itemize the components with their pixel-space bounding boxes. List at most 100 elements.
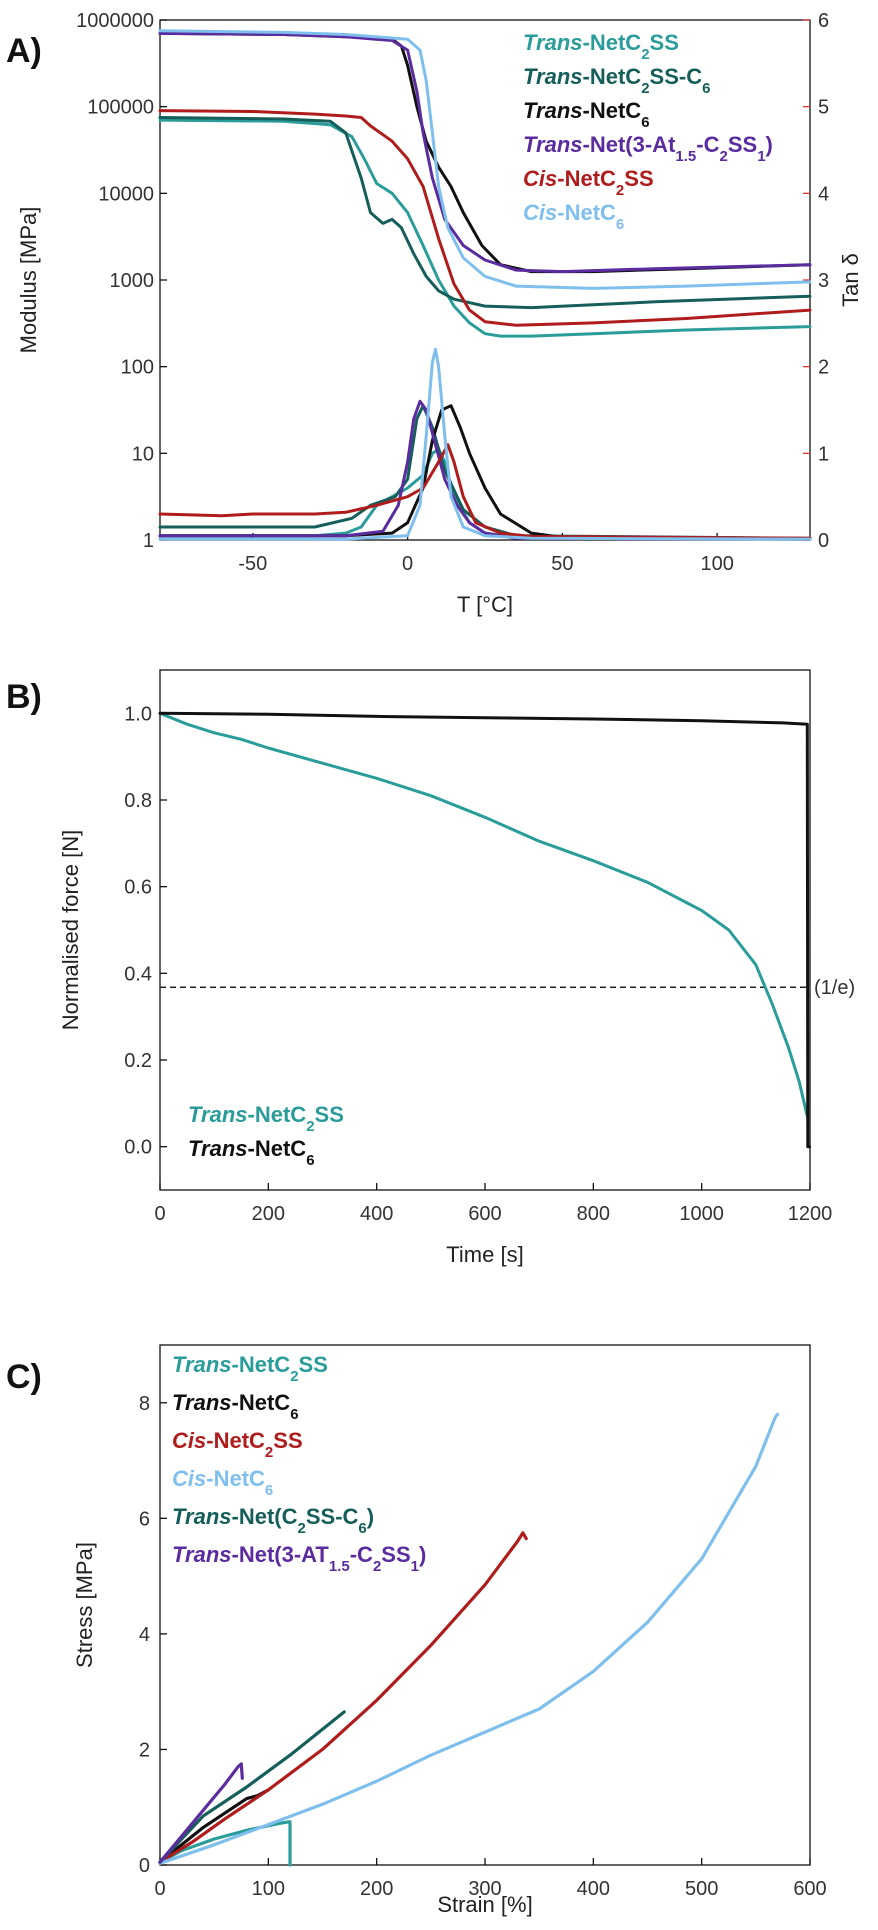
modulus-line-t-c2ss bbox=[158, 118, 812, 338]
y2-tick-label: 3 bbox=[818, 270, 829, 292]
legend-text-part: -C bbox=[696, 132, 719, 157]
legend-subscript: 6 bbox=[265, 1482, 273, 1499]
y2-tick-label: 5 bbox=[818, 97, 829, 119]
legend-text-part: SS bbox=[273, 1428, 302, 1453]
legend-text-part: -NetC bbox=[232, 1390, 291, 1415]
legend-text-part: Trans bbox=[172, 1352, 232, 1377]
y-tick-label: 0.2 bbox=[124, 1050, 152, 1072]
legend-entry-c-c-c2ss: Cis-NetC2SS bbox=[172, 1428, 303, 1461]
panel-b-xlabel: Time [s] bbox=[446, 1242, 523, 1267]
legend-text-part: -Net(3-AT bbox=[232, 1542, 330, 1567]
panel-a-series-group bbox=[158, 29, 812, 541]
x-tick-label: 200 bbox=[252, 1203, 285, 1225]
legend-text-part: SS bbox=[299, 1352, 328, 1377]
x-tick-label: 50 bbox=[551, 553, 573, 575]
panel-c-chart: C) 0 2 4 6 8 0 100 200 300 400 500 600 Stress [MPa… bbox=[6, 1344, 827, 1917]
modulus-line-c-c2ss bbox=[158, 109, 812, 327]
y-tick-label: 6 bbox=[139, 1508, 150, 1530]
tan-delta-line-c-c6 bbox=[158, 347, 812, 541]
panel-a-ylabel: Modulus [MPa] bbox=[16, 207, 41, 354]
x-tick-label: 300 bbox=[468, 1878, 501, 1900]
tan-delta-line-t-at bbox=[158, 399, 812, 541]
x-tick-label: 500 bbox=[685, 1878, 718, 1900]
panel-a-y2-axis: 0 1 2 3 4 5 6 bbox=[803, 10, 829, 552]
stress-strain-line-c-t-c2ss-c6 bbox=[158, 1710, 346, 1864]
legend-text-part: Cis bbox=[523, 200, 557, 225]
legend-subscript: 2 bbox=[373, 1558, 381, 1575]
legend-text-part: -C bbox=[350, 1542, 373, 1567]
legend-text-part: -NetC bbox=[583, 30, 642, 55]
legend-text-part: SS bbox=[728, 132, 757, 157]
legend-subscript: 2 bbox=[306, 1118, 314, 1135]
x-tick-label: 600 bbox=[793, 1878, 826, 1900]
y-tick-label: 0.4 bbox=[124, 963, 152, 985]
legend-text-part: -NetC bbox=[583, 64, 642, 89]
y-tick-label: 0.6 bbox=[124, 877, 152, 899]
legend-text-part: -Net(3-At bbox=[583, 132, 677, 157]
panel-b-y-axis: 0.0 0.2 0.4 0.6 0.8 1.0 bbox=[124, 703, 167, 1159]
legend-entry-t-c2ss-c6: Trans-NetC2SS-C6 bbox=[523, 64, 710, 97]
legend-subscript: 2 bbox=[641, 46, 649, 63]
legend-text-part: Trans bbox=[188, 1102, 248, 1127]
legend-entry-c-c6: Cis-NetC6 bbox=[523, 200, 624, 233]
legend-entry-c-c-c6: Cis-NetC6 bbox=[172, 1466, 273, 1499]
y-tick-label: 1000 bbox=[110, 270, 155, 292]
legend-text-part: -NetC bbox=[206, 1428, 265, 1453]
legend-text-part: Cis bbox=[172, 1428, 206, 1453]
legend-text-part: ) bbox=[419, 1542, 426, 1567]
legend-text-part: -NetC bbox=[248, 1136, 307, 1161]
legend-text-part: -NetC bbox=[557, 200, 616, 225]
panel-c-legend: Trans-NetC2SSTrans-NetC6Cis-NetC2SSCis-N… bbox=[172, 1352, 426, 1575]
legend-subscript: 1.5 bbox=[329, 1558, 350, 1575]
panel-a-xlabel: T [°C] bbox=[457, 592, 513, 617]
legend-text-part: Trans bbox=[188, 1136, 248, 1161]
legend-entry-t-c2ss: Trans-NetC2SS bbox=[523, 30, 679, 63]
y2-tick-label: 2 bbox=[818, 357, 829, 379]
x-tick-label: -50 bbox=[238, 553, 267, 575]
panel-b-series-group bbox=[158, 711, 811, 1149]
y2-tick-label: 6 bbox=[818, 10, 829, 32]
panel-c-ylabel: Stress [MPa] bbox=[72, 1542, 97, 1668]
legend-subscript: 6 bbox=[702, 80, 710, 97]
legend-subscript: 6 bbox=[358, 1520, 366, 1537]
modulus-line-c-c6 bbox=[158, 29, 812, 290]
panel-c-frame bbox=[159, 1344, 811, 1866]
legend-text-part: Cis bbox=[523, 166, 557, 191]
y-tick-label: 1.0 bbox=[124, 703, 152, 725]
panel-a-y2label: Tan δ bbox=[838, 253, 863, 307]
x-tick-label: 800 bbox=[577, 1203, 610, 1225]
legend-subscript: 6 bbox=[641, 114, 649, 131]
y-tick-label: 100 bbox=[121, 357, 154, 379]
legend-subscript: 1.5 bbox=[675, 148, 696, 165]
y-tick-label: 10000 bbox=[98, 183, 154, 205]
legend-text-part: Trans bbox=[523, 98, 583, 123]
legend-text-part: SS-C bbox=[306, 1504, 359, 1529]
panel-a-x-axis: -50 0 50 100 bbox=[238, 533, 734, 575]
legend-subscript: 2 bbox=[298, 1520, 306, 1537]
legend-subscript: 1 bbox=[757, 148, 765, 165]
modulus-line-t-c2ss-c6 bbox=[158, 116, 812, 310]
stress-strain-line-c-c-c2ss bbox=[158, 1531, 528, 1864]
panel-b-label: B) bbox=[6, 678, 42, 716]
tan-delta-line-t-c2ss-c6 bbox=[158, 404, 812, 540]
legend-text-part: Trans bbox=[172, 1390, 232, 1415]
panel-b-reference-label: (1/e) bbox=[814, 977, 855, 999]
legend-text-part: -NetC bbox=[232, 1352, 291, 1377]
panel-a-label: A) bbox=[6, 32, 42, 70]
panel-b-ylabel: Normalised force [N] bbox=[58, 830, 83, 1031]
y-tick-label: 2 bbox=[139, 1739, 150, 1761]
legend-text-part: SS bbox=[381, 1542, 410, 1567]
panel-b-chart: B) 0.0 0.2 0.4 0.6 0.8 1.0 0 200 400 600 800 1000 1… bbox=[6, 669, 855, 1267]
legend-subscript: 2 bbox=[290, 1368, 298, 1385]
panel-a-frame bbox=[159, 19, 811, 541]
x-tick-label: 600 bbox=[468, 1203, 501, 1225]
force-line-b-t-c2ss bbox=[158, 711, 809, 1118]
y2-tick-label: 4 bbox=[818, 183, 829, 205]
legend-text-part: Trans bbox=[523, 30, 583, 55]
panel-c-y-axis: 0 2 4 6 8 bbox=[139, 1393, 167, 1877]
legend-text-part: -NetC bbox=[557, 166, 616, 191]
y-tick-label: 8 bbox=[139, 1393, 150, 1415]
